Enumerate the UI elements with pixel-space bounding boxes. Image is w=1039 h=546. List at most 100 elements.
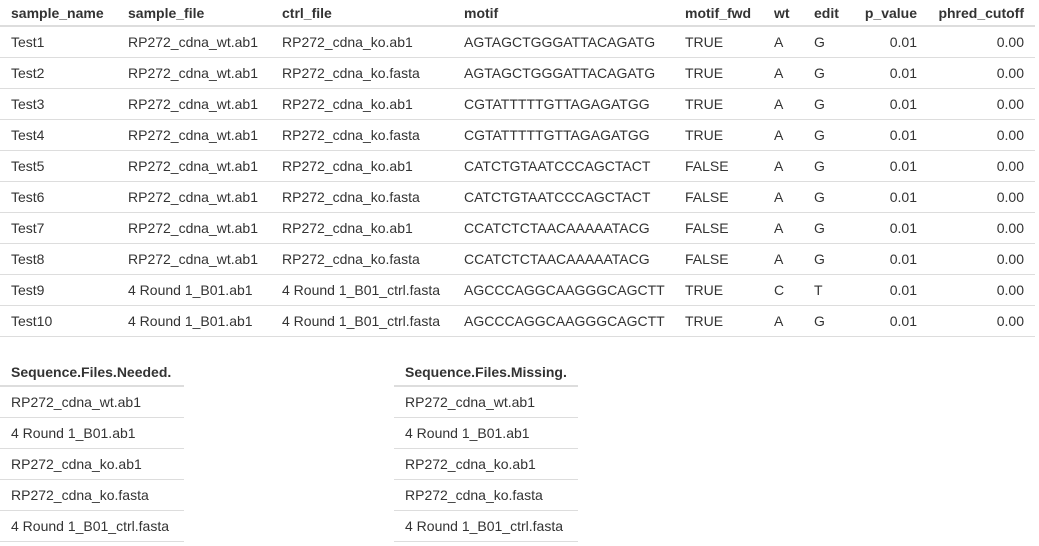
- cell-sample-file: RP272_cdna_wt.ab1: [117, 212, 271, 244]
- table-row: 4 Round 1_B01_ctrl.fasta: [0, 510, 184, 542]
- cell-phred-cutoff: 0.00: [928, 88, 1035, 120]
- files-needed-table: Sequence.Files.Needed. RP272_cdna_wt.ab1…: [0, 358, 184, 542]
- cell-sample-name: Test4: [0, 119, 117, 151]
- table-row: Test1 RP272_cdna_wt.ab1 RP272_cdna_ko.ab1 A…: [0, 26, 1035, 58]
- cell-sample-file: RP272_cdna_wt.ab1: [117, 150, 271, 182]
- cell-motif: AGTAGCTGGGATTACAGATG: [453, 26, 674, 58]
- cell-edit: G: [803, 181, 853, 213]
- cell-wt: A: [763, 57, 803, 89]
- cell-p-value: 0.01: [853, 274, 928, 306]
- cell-motif-fwd: TRUE: [674, 88, 763, 120]
- cell-phred-cutoff: 0.00: [928, 57, 1035, 89]
- cell-sample-name: Test6: [0, 181, 117, 213]
- cell-phred-cutoff: 0.00: [928, 26, 1035, 58]
- cell-motif-fwd: FALSE: [674, 181, 763, 213]
- cell-wt: A: [763, 26, 803, 58]
- cell-motif: CCATCTCTAACAAAAATACG: [453, 243, 674, 275]
- cell-ctrl-file: RP272_cdna_ko.fasta: [271, 181, 453, 213]
- cell-sample-file: RP272_cdna_wt.ab1: [117, 119, 271, 151]
- header-p-value: p_value: [853, 0, 928, 27]
- cell-phred-cutoff: 0.00: [928, 212, 1035, 244]
- cell-motif-fwd: TRUE: [674, 119, 763, 151]
- cell-p-value: 0.01: [853, 119, 928, 151]
- cell-ctrl-file: 4 Round 1_B01_ctrl.fasta: [271, 305, 453, 337]
- cell-file-needed: RP272_cdna_ko.fasta: [0, 479, 184, 511]
- cell-sample-name: Test5: [0, 150, 117, 182]
- table-header-row: sample_name sample_file ctrl_file motif …: [0, 0, 1035, 27]
- cell-edit: G: [803, 150, 853, 182]
- cell-sample-file: RP272_cdna_wt.ab1: [117, 243, 271, 275]
- cell-edit: G: [803, 305, 853, 337]
- table-row: RP272_cdna_wt.ab1: [0, 386, 184, 418]
- table-row: RP272_cdna_ko.ab1: [0, 448, 184, 480]
- header-motif: motif: [453, 0, 674, 27]
- table-row: Test10 4 Round 1_B01.ab1 4 Round 1_B01_ctr…: [0, 305, 1035, 337]
- header-wt: wt: [763, 0, 803, 27]
- cell-edit: G: [803, 57, 853, 89]
- cell-phred-cutoff: 0.00: [928, 181, 1035, 213]
- cell-ctrl-file: RP272_cdna_ko.ab1: [271, 150, 453, 182]
- cell-sample-file: RP272_cdna_wt.ab1: [117, 88, 271, 120]
- cell-p-value: 0.01: [853, 26, 928, 58]
- cell-p-value: 0.01: [853, 212, 928, 244]
- cell-sample-name: Test8: [0, 243, 117, 275]
- cell-sample-name: Test2: [0, 57, 117, 89]
- cell-sample-name: Test7: [0, 212, 117, 244]
- cell-sample-file: 4 Round 1_B01.ab1: [117, 305, 271, 337]
- table-row: Test6 RP272_cdna_wt.ab1 RP272_cdna_ko.fast…: [0, 181, 1035, 213]
- cell-sample-name: Test9: [0, 274, 117, 306]
- table-row: RP272_cdna_ko.fasta: [394, 479, 578, 511]
- table-row: Test9 4 Round 1_B01.ab1 4 Round 1_B01_ctrl…: [0, 274, 1035, 306]
- cell-sample-name: Test1: [0, 26, 117, 58]
- cell-file-missing: RP272_cdna_ko.ab1: [394, 448, 578, 480]
- cell-motif: CGTATTTTTGTTAGAGATGG: [453, 119, 674, 151]
- header-files-needed: Sequence.Files.Needed.: [0, 358, 184, 387]
- cell-phred-cutoff: 0.00: [928, 150, 1035, 182]
- header-ctrl-file: ctrl_file: [271, 0, 453, 27]
- cell-phred-cutoff: 0.00: [928, 305, 1035, 337]
- cell-wt: A: [763, 181, 803, 213]
- cell-file-needed: 4 Round 1_B01.ab1: [0, 417, 184, 449]
- cell-motif: AGTAGCTGGGATTACAGATG: [453, 57, 674, 89]
- cell-motif-fwd: TRUE: [674, 305, 763, 337]
- cell-file-needed: RP272_cdna_wt.ab1: [0, 386, 184, 418]
- cell-edit: G: [803, 26, 853, 58]
- table-header-row: Sequence.Files.Needed.: [0, 358, 184, 387]
- cell-ctrl-file: RP272_cdna_ko.ab1: [271, 212, 453, 244]
- table-row: Test3 RP272_cdna_wt.ab1 RP272_cdna_ko.ab1 C…: [0, 88, 1035, 120]
- cell-p-value: 0.01: [853, 305, 928, 337]
- cell-file-missing: 4 Round 1_B01.ab1: [394, 417, 578, 449]
- cell-motif-fwd: FALSE: [674, 212, 763, 244]
- cell-motif: AGCCCAGGCAAGGGCAGCTT: [453, 305, 674, 337]
- cell-file-needed: 4 Round 1_B01_ctrl.fasta: [0, 510, 184, 542]
- cell-file-missing: RP272_cdna_ko.fasta: [394, 479, 578, 511]
- header-phred-cutoff: phred_cutoff: [928, 0, 1035, 27]
- header-sample-file: sample_file: [117, 0, 271, 27]
- cell-motif: CCATCTCTAACAAAAATACG: [453, 212, 674, 244]
- cell-p-value: 0.01: [853, 150, 928, 182]
- cell-wt: A: [763, 212, 803, 244]
- table-row: Test4 RP272_cdna_wt.ab1 RP272_cdna_ko.fast…: [0, 119, 1035, 151]
- table-row: Test5 RP272_cdna_wt.ab1 RP272_cdna_ko.ab1 C…: [0, 150, 1035, 182]
- cell-phred-cutoff: 0.00: [928, 243, 1035, 275]
- cell-motif-fwd: FALSE: [674, 243, 763, 275]
- header-sample-name: sample_name: [0, 0, 117, 27]
- cell-motif: CATCTGTAATCCCAGCTACT: [453, 181, 674, 213]
- cell-wt: A: [763, 119, 803, 151]
- table-row: Test2 RP272_cdna_wt.ab1 RP272_cdna_ko.fast…: [0, 57, 1035, 89]
- table-row: 4 Round 1_B01_ctrl.fasta: [394, 510, 578, 542]
- cell-edit: T: [803, 274, 853, 306]
- cell-file-missing: 4 Round 1_B01_ctrl.fasta: [394, 510, 578, 542]
- cell-ctrl-file: 4 Round 1_B01_ctrl.fasta: [271, 274, 453, 306]
- table-row: Test8 RP272_cdna_wt.ab1 RP272_cdna_ko.fast…: [0, 243, 1035, 275]
- files-missing-table: Sequence.Files.Missing. RP272_cdna_wt.ab…: [394, 358, 578, 542]
- cell-wt: A: [763, 88, 803, 120]
- cell-p-value: 0.01: [853, 57, 928, 89]
- cell-motif-fwd: TRUE: [674, 57, 763, 89]
- cell-edit: G: [803, 88, 853, 120]
- cell-ctrl-file: RP272_cdna_ko.fasta: [271, 243, 453, 275]
- cell-motif: CATCTGTAATCCCAGCTACT: [453, 150, 674, 182]
- table-row: 4 Round 1_B01.ab1: [394, 417, 578, 449]
- cell-p-value: 0.01: [853, 181, 928, 213]
- cell-ctrl-file: RP272_cdna_ko.ab1: [271, 88, 453, 120]
